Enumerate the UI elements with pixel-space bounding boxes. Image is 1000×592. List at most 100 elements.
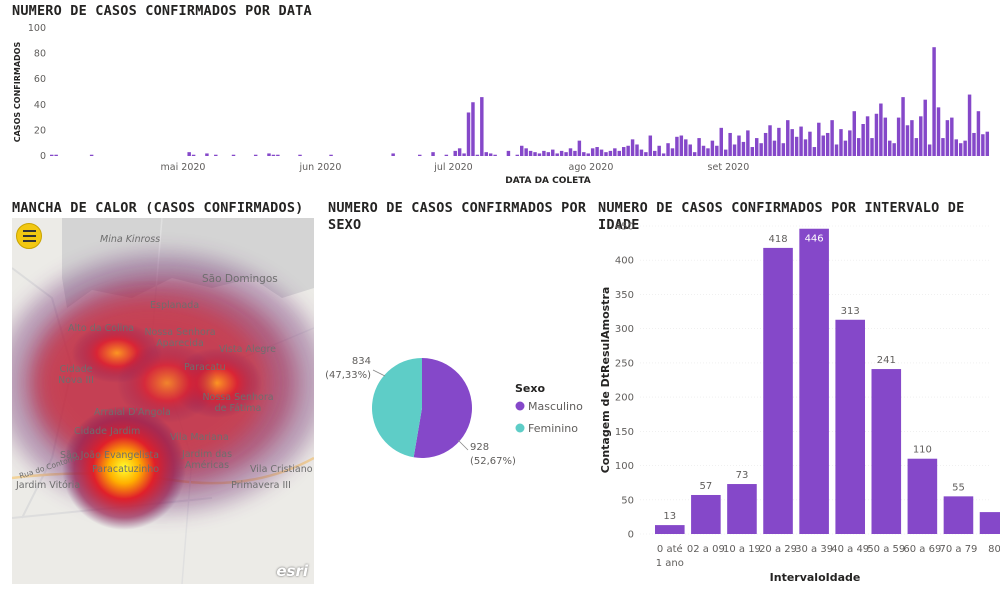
slice-pct-label: (47,33%): [325, 370, 371, 381]
date-bar: [329, 154, 333, 156]
date-bar: [710, 140, 715, 156]
date-bar: [551, 149, 555, 156]
date-bar: [825, 132, 830, 156]
leader-line: [457, 439, 469, 451]
bar-data-label: 313: [841, 306, 860, 317]
date-bar: [697, 138, 701, 156]
date-bar: [803, 139, 808, 156]
y-tick-label: 20: [34, 125, 46, 136]
heatmap-map[interactable]: Mina Kinross São Domingos Esplanada Alto…: [12, 218, 314, 584]
bar-data-label: 110: [913, 445, 932, 456]
date-bar: [559, 150, 564, 156]
date-bar: [759, 143, 763, 156]
date-bar: [431, 152, 435, 156]
x-tick-label: 70 a 79: [939, 544, 977, 555]
y-tick-label: 80: [34, 49, 46, 60]
x-tick-label: 0 até: [657, 543, 683, 555]
place-label: Paracatu: [184, 362, 226, 373]
date-bar: [453, 150, 457, 156]
date-bar: [856, 138, 861, 156]
y-tick-label: 60: [34, 74, 46, 85]
date-bar: [466, 112, 471, 156]
date-bar: [830, 120, 834, 156]
bar-data-label: 13: [663, 511, 676, 522]
map-menu-button[interactable]: [16, 223, 42, 249]
date-bar: [919, 116, 923, 156]
x-tick-label: ago 2020: [569, 162, 614, 173]
legend-label: Feminino: [528, 422, 578, 435]
place-label: Cidade Jardim: [74, 426, 141, 437]
age-bar: [979, 512, 1000, 534]
date-bar: [187, 152, 191, 156]
sex-title: NUMERO DE CASOS CONFIRMADOS POR SEXO: [328, 200, 587, 233]
date-bar: [817, 122, 821, 156]
bar-data-label: 57: [700, 481, 713, 492]
date-bar: [617, 150, 622, 156]
age-bar: [727, 484, 757, 534]
x-tick-label: 80: [988, 544, 1000, 555]
age-bar: [835, 319, 865, 534]
date-bar: [799, 126, 803, 156]
date-bar: [834, 144, 839, 156]
x-tick-label: 50 a 59: [867, 544, 905, 555]
date-bar: [755, 138, 759, 156]
sex-pie-chart[interactable]: 928 (52,67%) 834 (47,33%) Sexo Masculino Femin…: [325, 250, 595, 580]
date-bar: [723, 149, 728, 156]
date-bar: [701, 145, 706, 156]
date-bar: [794, 136, 799, 156]
date-bar: [595, 147, 599, 156]
date-bar: [706, 148, 710, 156]
x-axis-title: IntervaloIdade: [770, 571, 861, 584]
date-bar: [444, 154, 449, 156]
date-bar: [763, 132, 768, 156]
date-bar: [50, 154, 54, 156]
date-bar: [732, 144, 737, 156]
place-label: Vila Cristiano: [250, 464, 313, 475]
leader-line: [372, 369, 386, 377]
date-bar: [276, 154, 280, 156]
time-series-chart[interactable]: 0 20 40 60 80 100 mai 2020 jun 2020 jul 2020 ago …: [0, 0, 1000, 190]
y-axis-title: CASOS CONFIRMADOS: [13, 42, 22, 143]
date-bar: [191, 154, 196, 156]
bar-data-label: 446: [805, 234, 824, 245]
age-bar: [871, 369, 902, 534]
age-bar: [763, 247, 793, 534]
date-bar: [976, 111, 981, 156]
date-bar: [462, 153, 466, 156]
bar-data-label: 241: [877, 355, 896, 366]
date-bar: [542, 150, 546, 156]
date-bar: [205, 153, 209, 156]
date-bar: [475, 154, 480, 156]
y-axis-title: Contagem de DtResulAmostra: [599, 287, 612, 474]
date-bar: [537, 153, 542, 156]
x-tick-label: 40 a 49: [831, 544, 869, 555]
date-bar: [772, 140, 777, 156]
date-bar: [945, 120, 950, 156]
date-bar: [586, 153, 590, 156]
age-bar-chart[interactable]: 0 50 100 150 200 250 300 350 400 450 13 0 até 1 ano 5…: [595, 218, 1000, 590]
date-bar: [564, 152, 568, 156]
x-axis-title: DATA DA COLETA: [505, 176, 590, 186]
y-tick-label: 400: [615, 256, 634, 267]
place-label: Esplanada: [150, 300, 200, 311]
place-label: Cidade Nova III: [58, 364, 94, 386]
date-bar: [777, 127, 781, 156]
place-label: Alto da Colina: [68, 323, 135, 334]
date-bar: [914, 138, 919, 156]
date-bar: [653, 150, 657, 156]
date-bar: [582, 152, 586, 156]
date-bar: [670, 148, 675, 156]
date-bar: [888, 140, 892, 156]
date-bar: [271, 154, 276, 156]
date-bar: [626, 145, 630, 156]
date-bar: [883, 117, 888, 156]
date-bar: [621, 147, 626, 156]
date-bar: [865, 116, 870, 156]
date-bar: [954, 139, 958, 156]
pie-slice-feminino: [372, 358, 422, 458]
x-tick-label: jul 2020: [433, 162, 473, 173]
date-bar: [839, 129, 843, 156]
date-bar: [515, 154, 520, 156]
date-bar: [963, 140, 967, 156]
age-title: NUMERO DE CASOS CONFIRMADOS POR INTERVAL…: [598, 200, 965, 233]
